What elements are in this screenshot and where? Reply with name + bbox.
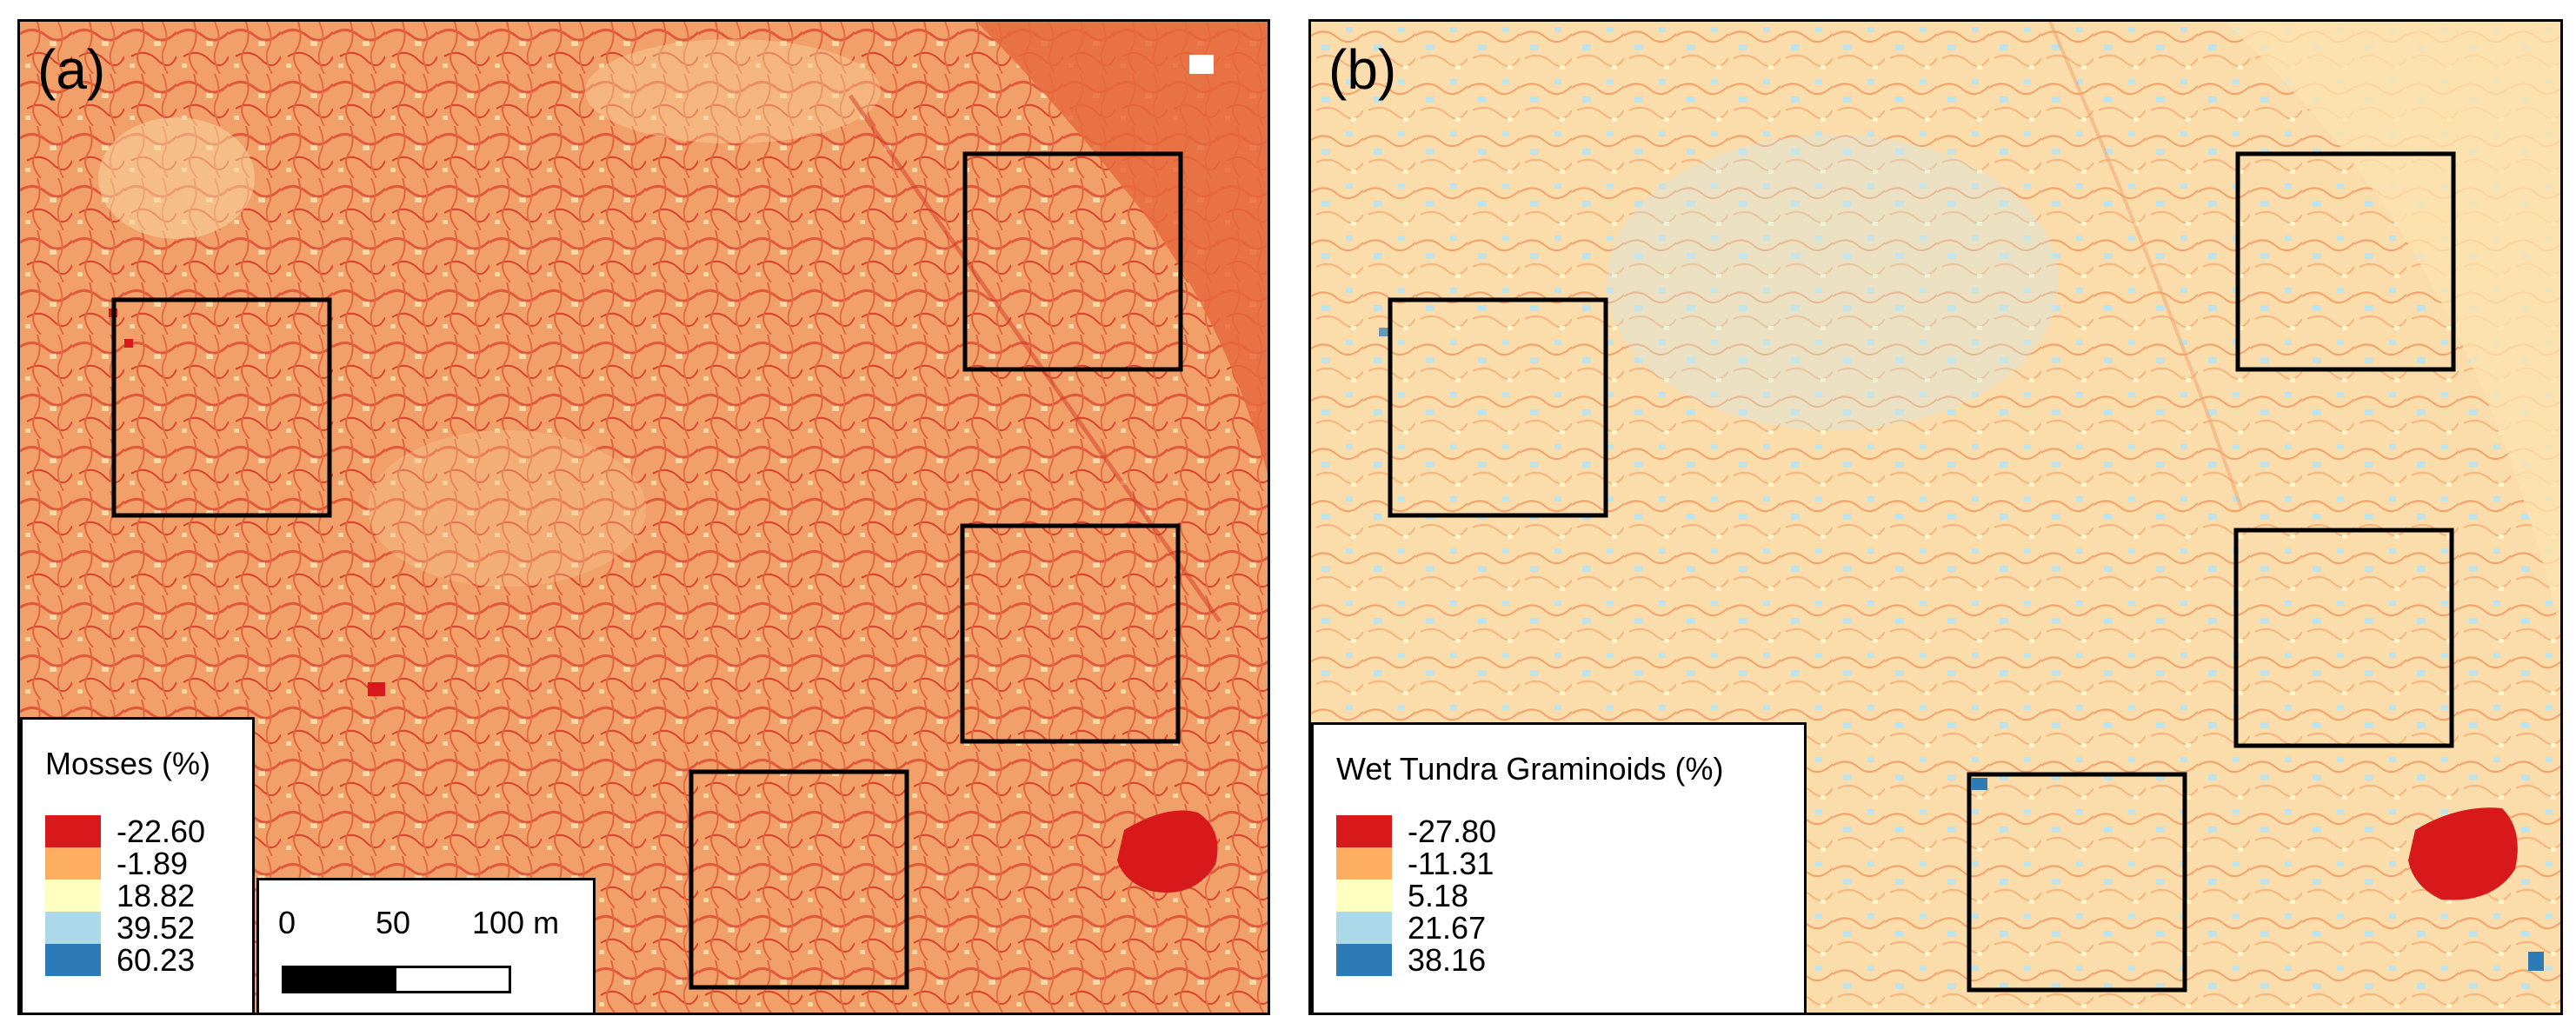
legend-value: 38.16 xyxy=(1408,941,1487,978)
legend-swatch xyxy=(1336,847,1392,880)
legend-entry: 38.16 xyxy=(1336,941,1487,978)
legend-entry: 21.67 xyxy=(1336,909,1487,946)
panel-label-b: (b) xyxy=(1328,38,1397,101)
legend-value: -1.89 xyxy=(116,845,189,881)
legend-swatch xyxy=(1336,944,1392,976)
legend-swatch xyxy=(1336,815,1392,847)
legend-title-wet-tundra-graminoids: Wet Tundra Graminoids (%) xyxy=(1336,751,1724,787)
legend-swatch xyxy=(1336,912,1392,944)
scale-segment-dark xyxy=(284,968,396,991)
legend-entry: 60.23 xyxy=(45,941,196,978)
legend-value: -27.80 xyxy=(1408,813,1497,849)
scale-tick-50: 50 xyxy=(376,905,411,940)
legend-value: 18.82 xyxy=(116,877,196,913)
scale-bar: 0 50 100 m xyxy=(256,878,596,1013)
legend-entry: -1.89 xyxy=(45,845,189,881)
legend-swatch xyxy=(1336,880,1392,912)
scale-tick-100: 100 m xyxy=(472,905,560,940)
legend-value: 5.18 xyxy=(1408,877,1469,913)
legend-entry: -22.60 xyxy=(45,813,206,849)
legend-value: 21.67 xyxy=(1408,909,1487,946)
legend-value: -11.31 xyxy=(1408,845,1494,881)
legend-swatch xyxy=(45,815,101,847)
legend-entry: 18.82 xyxy=(45,877,196,913)
legend-entry: -27.80 xyxy=(1336,813,1497,849)
legend-swatch xyxy=(45,847,101,880)
legend-value: 60.23 xyxy=(116,941,196,978)
map-panel-mosses: (a) Mosses (%) -22.60 -1.89 18.82 39.52 … xyxy=(17,19,1270,1015)
legend-swatch xyxy=(45,880,101,912)
legend-entry: 5.18 xyxy=(1336,877,1469,913)
legend-title-mosses: Mosses (%) xyxy=(45,746,211,781)
legend-wet-tundra-graminoids: Wet Tundra Graminoids (%) -27.80 -11.31 … xyxy=(1311,722,1807,1013)
legend-swatch xyxy=(45,944,101,976)
map-panel-wet-tundra-graminoids: (b) Wet Tundra Graminoids (%) -27.80 -11… xyxy=(1308,19,2563,1015)
scale-segment-light xyxy=(396,968,509,991)
scale-bar-graphic xyxy=(282,966,511,993)
legend-value: -22.60 xyxy=(116,813,206,849)
legend-entry: 39.52 xyxy=(45,909,196,946)
panel-label-a: (a) xyxy=(37,38,106,101)
legend-swatch xyxy=(45,912,101,944)
legend-value: 39.52 xyxy=(116,909,196,946)
legend-entry: -11.31 xyxy=(1336,845,1494,881)
legend-mosses: Mosses (%) -22.60 -1.89 18.82 39.52 60.2… xyxy=(20,717,255,1013)
scale-tick-0: 0 xyxy=(278,905,296,940)
